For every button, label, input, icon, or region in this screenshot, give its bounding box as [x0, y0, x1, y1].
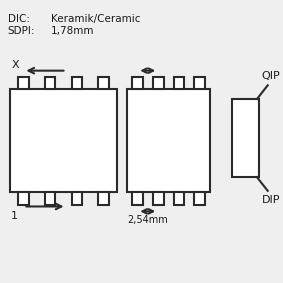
Bar — [153, 192, 164, 205]
Bar — [18, 192, 29, 205]
Bar — [231, 99, 259, 177]
Text: Keramik/Ceramic: Keramik/Ceramic — [51, 14, 140, 24]
Bar — [72, 192, 82, 205]
Bar — [98, 192, 109, 205]
Bar — [132, 76, 143, 89]
Bar — [10, 89, 117, 192]
Bar — [173, 192, 184, 205]
Bar — [194, 76, 205, 89]
Bar — [18, 76, 29, 89]
Bar — [45, 76, 55, 89]
Text: SDPI:: SDPI: — [8, 26, 35, 36]
Text: DIC:: DIC: — [8, 14, 30, 24]
Bar — [45, 192, 55, 205]
Text: 2,54mm: 2,54mm — [127, 215, 168, 225]
Bar — [194, 192, 205, 205]
Text: QIP: QIP — [262, 71, 281, 82]
Bar — [132, 192, 143, 205]
Bar — [153, 76, 164, 89]
Text: 1: 1 — [11, 211, 18, 221]
Text: 1,78mm: 1,78mm — [51, 26, 94, 36]
Text: DIP: DIP — [262, 195, 280, 205]
Bar — [127, 89, 210, 192]
Text: X: X — [12, 60, 19, 70]
Bar — [173, 76, 184, 89]
Bar — [72, 76, 82, 89]
Bar — [98, 76, 109, 89]
